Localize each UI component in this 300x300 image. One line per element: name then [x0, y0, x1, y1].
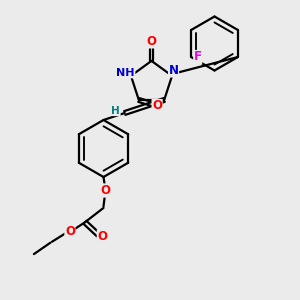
Text: N: N [169, 64, 178, 77]
Text: O: O [65, 225, 75, 238]
Text: O: O [100, 184, 110, 197]
Text: H: H [111, 106, 120, 116]
Text: NH: NH [116, 68, 135, 78]
Text: O: O [152, 100, 162, 112]
Text: O: O [97, 230, 107, 243]
Text: O: O [146, 35, 157, 48]
Text: F: F [194, 50, 202, 64]
